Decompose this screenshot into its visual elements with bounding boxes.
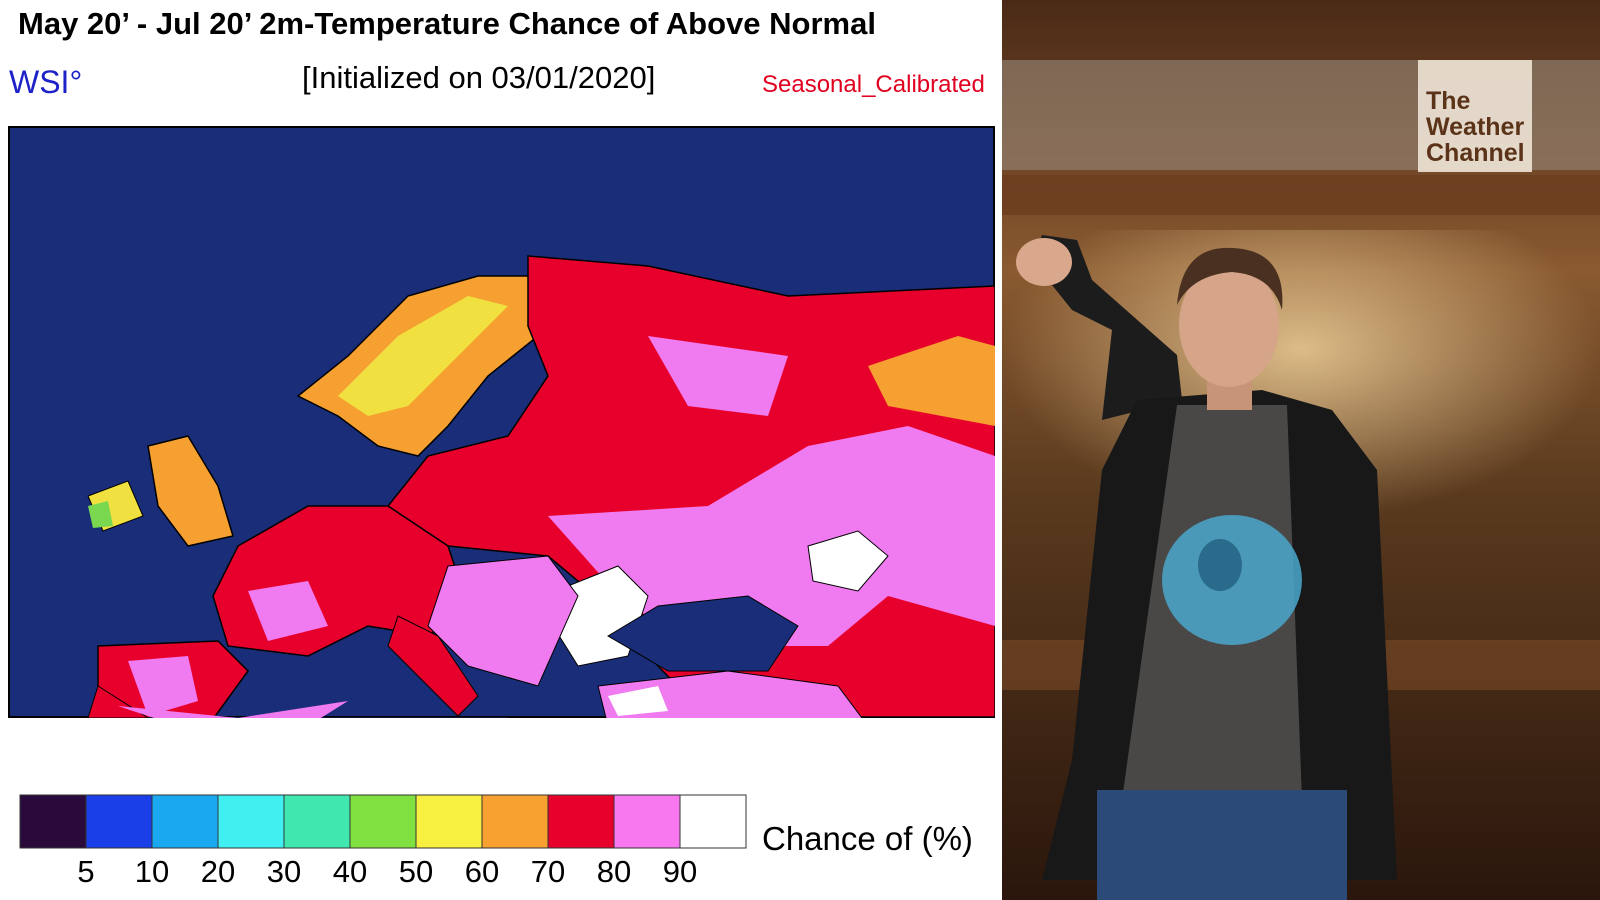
map-title: May 20’ - Jul 20’ 2m-Temperature Chance … (18, 6, 876, 41)
forecast-map (8, 126, 995, 718)
colorbar-tick-label: 30 (267, 854, 301, 889)
colorbar-box (19, 794, 87, 849)
colorbar-box (679, 794, 747, 849)
channel-logo: The Weather Channel (1418, 60, 1532, 172)
colorbar-box (547, 794, 615, 849)
colorbar-box (151, 794, 219, 849)
colorbar-box (481, 794, 549, 849)
init-date: [Initialized on 03/01/2020] (302, 60, 656, 95)
legend-title: Chance of (%) (762, 820, 973, 857)
colorbar-tick-label: 50 (399, 854, 433, 889)
colorbar-tick-label: 10 (135, 854, 169, 889)
provider: WSI° (9, 64, 83, 100)
colorbar-box (85, 794, 153, 849)
colorbar-box (349, 794, 417, 849)
colorbar-box (217, 794, 285, 849)
colorbar-tick-label: 40 (333, 854, 367, 889)
logo-line: Channel (1426, 139, 1525, 167)
colorbar-tick-label: 5 (77, 854, 94, 889)
logo-line: The (1426, 87, 1471, 115)
logo-line: Weather (1426, 113, 1525, 141)
forecast-panel: May 20’ - Jul 20’ 2m-Temperature Chance … (0, 0, 1002, 900)
colorbar-tick-label: 90 (663, 854, 697, 889)
colorbar: 5 10 20 30 40 50 60 70 80 90 (19, 794, 747, 889)
colorbar-box (283, 794, 351, 849)
colorbar-tick-label: 80 (597, 854, 631, 889)
colorbar-box (415, 794, 483, 849)
colorbar-box (613, 794, 681, 849)
colorbar-tick-label: 70 (531, 854, 565, 889)
colorbar-tick-label: 20 (201, 854, 235, 889)
method: Seasonal_Calibrated (762, 71, 985, 98)
colorbar-tick-label: 60 (465, 854, 499, 889)
